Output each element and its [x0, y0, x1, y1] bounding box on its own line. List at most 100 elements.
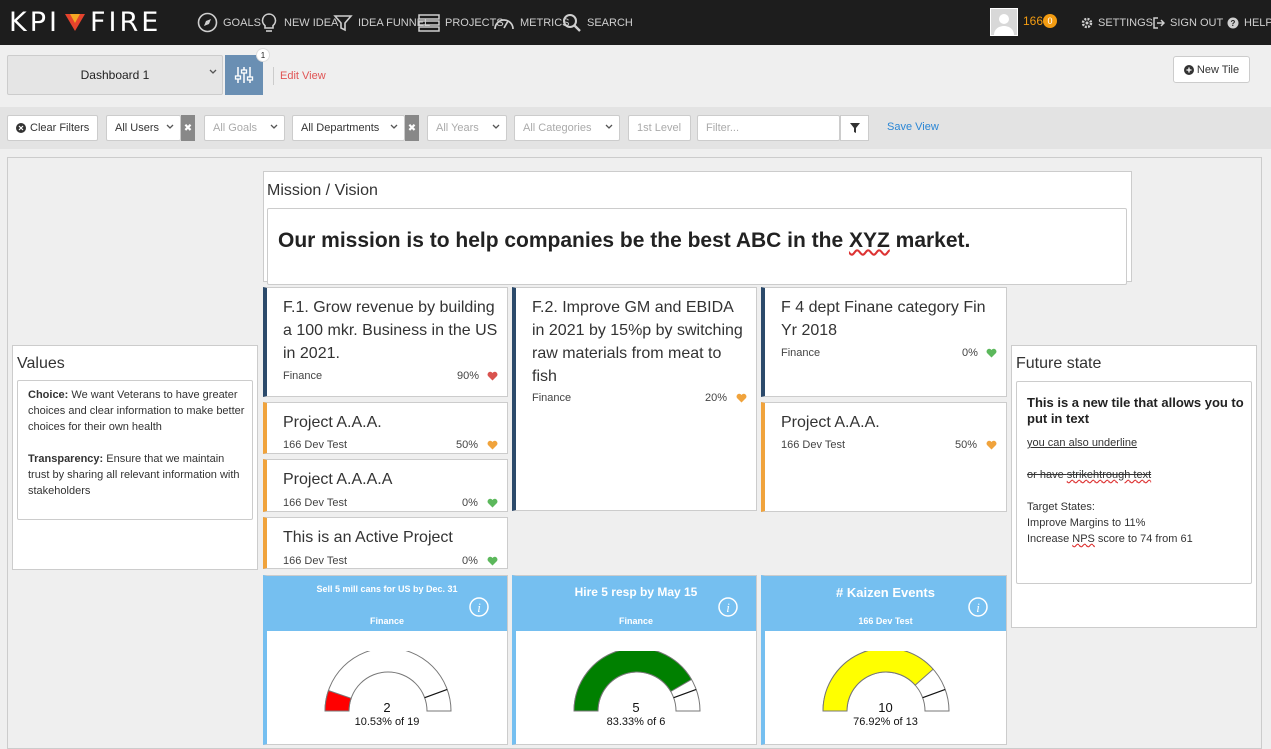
nav-search[interactable]: SEARCH: [562, 0, 633, 45]
years-filter-value: All Years: [436, 122, 479, 134]
metric-gauge-tile[interactable]: Sell 5 mill cans for US by Dec. 31 i Fin…: [263, 575, 508, 745]
chevron-down-icon: [390, 124, 398, 129]
departments-filter-value: All Departments: [301, 122, 380, 134]
project-card-department: 166 Dev Test: [781, 439, 846, 451]
goal-card-department: Finance: [781, 347, 821, 359]
nav-metrics[interactable]: METRICS: [493, 0, 570, 45]
mission-text-after: market.: [889, 229, 971, 252]
departments-filter-select[interactable]: All Departments: [292, 115, 405, 141]
logo-text-left: KPI: [9, 6, 60, 38]
logo-text-right: FIRE: [89, 6, 162, 38]
gauge-subtitle: 10.53% of 19: [354, 716, 420, 728]
future-state-strike-line: or have strikehtrough text: [1027, 469, 1151, 481]
new-tile-button[interactable]: New Tile: [1173, 56, 1250, 83]
goals-filter-select[interactable]: All Goals: [204, 115, 285, 141]
metric-gauge-tile[interactable]: Hire 5 resp by May 15 i Finance 5 83.33%…: [512, 575, 757, 745]
nav-goals[interactable]: GOALS: [197, 0, 261, 45]
nav-settings-label: SETTINGS: [1098, 16, 1154, 29]
gauge-subtitle: 83.33% of 6: [606, 716, 666, 728]
values-choice-label: Choice:: [28, 389, 69, 401]
values-transparency-text: Ensure that we maintain trust by sharing…: [28, 453, 240, 497]
clear-departments-filter-button[interactable]: ✖: [405, 115, 419, 141]
gauge-value: 10: [878, 700, 893, 715]
future-strike-prefix: or have: [1027, 469, 1067, 481]
gauge-header: Sell 5 mill cans for US by Dec. 31 i Fin…: [267, 576, 507, 631]
nav-sign-out[interactable]: SIGN OUT: [1153, 0, 1223, 45]
categories-filter-value: All Categories: [523, 122, 592, 134]
new-tile-label: New Tile: [1196, 63, 1240, 76]
info-icon[interactable]: i: [469, 597, 489, 617]
gauge-subtitle: 76.92% of 13: [853, 716, 918, 728]
chevron-down-icon: [270, 124, 278, 129]
svg-text:i: i: [726, 600, 730, 615]
kpifire-logo[interactable]: KPI FIRE: [9, 6, 162, 38]
logo-flame-icon: [64, 14, 85, 31]
chevron-down-icon: [492, 124, 500, 129]
project-card[interactable]: This is an Active Project 166 Dev Test 0…: [263, 517, 508, 569]
sliders-icon: [234, 67, 254, 83]
goal-card-department: Finance: [532, 392, 572, 404]
nav-projects[interactable]: PROJECTS: [418, 0, 504, 45]
clear-users-filter-button[interactable]: ✖: [181, 115, 195, 141]
mission-statement: Our mission is to help companies be the …: [278, 229, 970, 253]
svg-text:?: ?: [1231, 19, 1236, 28]
goal-card-title: F 4 dept Finane category Fin Yr 2018: [781, 299, 986, 339]
goal-card-title: F.1. Grow revenue by building a 100 mkr.…: [283, 299, 498, 362]
goal-card-title: F.2. Improve GM and EBIDA in 2021 by 15%…: [532, 299, 743, 385]
goal-card[interactable]: F.2. Improve GM and EBIDA in 2021 by 15%…: [512, 287, 757, 511]
project-card[interactable]: Project A.A.A.A 166 Dev Test 0%: [263, 459, 508, 512]
goal-card[interactable]: F.1. Grow revenue by building a 100 mkr.…: [263, 287, 508, 397]
user-avatar[interactable]: [990, 8, 1018, 36]
clear-filters-button[interactable]: Clear Filters: [7, 115, 98, 141]
edit-view-link[interactable]: Edit View: [273, 67, 326, 85]
dashboard-select[interactable]: Dashboard 1: [7, 55, 223, 95]
values-transparency-label: Transparency:: [28, 453, 104, 465]
nav-help-label: HELP: [1244, 16, 1271, 29]
metric-gauge-tile[interactable]: # Kaizen Events i 166 Dev Test 10 76.92%…: [761, 575, 1007, 745]
gauge-fill: [324, 689, 352, 712]
years-filter-select[interactable]: All Years: [427, 115, 507, 141]
nav-new-idea[interactable]: NEW IDEA: [259, 0, 338, 45]
values-choice: Choice: We want Veterans to have greater…: [28, 387, 246, 435]
nav-new-idea-label: NEW IDEA: [284, 16, 339, 29]
users-filter-select[interactable]: All Users: [106, 115, 181, 141]
info-icon[interactable]: i: [968, 597, 988, 617]
gauge-department: 166 Dev Test: [858, 616, 913, 626]
gauge-title: Sell 5 mill cans for US by Dec. 31: [316, 584, 458, 594]
notification-count[interactable]: 166: [1023, 14, 1044, 28]
project-card-percent: 0%: [462, 497, 478, 509]
project-card-title: Project A.A.A.: [283, 414, 382, 431]
project-card[interactable]: Project A.A.A. 166 Dev Test 50%: [761, 402, 1007, 512]
chevron-down-icon: [605, 124, 613, 129]
svg-text:i: i: [477, 600, 481, 615]
lightbulb-icon: [261, 12, 277, 32]
nav-idea-funnel[interactable]: IDEA FUNNEL: [333, 0, 430, 45]
gauge-value: 2: [383, 700, 391, 715]
notification-badge[interactable]: 0: [1043, 14, 1057, 28]
chevron-down-icon: [166, 124, 174, 129]
future-strike-text: strikehtrough text: [1066, 469, 1152, 481]
categories-filter-select[interactable]: All Categories: [514, 115, 620, 141]
nav-help[interactable]: ? HELP: [1227, 0, 1271, 45]
gauge-target-tick: [922, 688, 946, 699]
search-icon: [563, 13, 581, 32]
compass-icon: [197, 12, 218, 33]
view-settings-button[interactable]: [225, 55, 263, 95]
nav-settings[interactable]: SETTINGS: [1081, 0, 1153, 45]
heart-status-icon: [487, 556, 498, 566]
chevron-down-icon: [209, 69, 217, 74]
gauge-department: Finance: [618, 616, 653, 626]
goal-card[interactable]: F 4 dept Finane category Fin Yr 2018 Fin…: [761, 287, 1007, 397]
values-tile-title: Values: [17, 355, 65, 372]
save-view-link[interactable]: Save View: [887, 121, 939, 133]
dashboard-select-value: Dashboard 1: [80, 68, 150, 82]
level-filter-select[interactable]: 1st Level: [628, 115, 691, 141]
heart-status-icon: [487, 440, 498, 450]
filter-text-input[interactable]: Filter...: [697, 115, 840, 141]
future-state-title: Future state: [1016, 355, 1102, 372]
apply-filter-button[interactable]: [840, 115, 869, 141]
project-card[interactable]: Project A.A.A. 166 Dev Test 50%: [263, 402, 508, 454]
nav-goals-label: GOALS: [223, 16, 261, 29]
users-filter-value: All Users: [115, 122, 160, 134]
info-icon[interactable]: i: [718, 597, 738, 617]
